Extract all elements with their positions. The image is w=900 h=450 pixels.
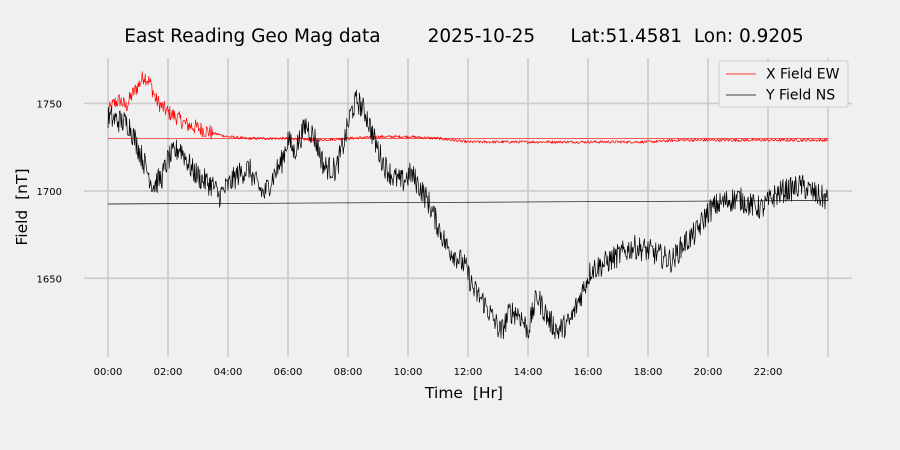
x-axis-label: Time [Hr]	[424, 384, 503, 402]
x-tick-label: 20:00	[694, 367, 723, 378]
legend-label-x-field: X Field EW	[766, 67, 840, 83]
x-tick-label: 06:00	[274, 367, 303, 378]
legend: X Field EW Y Field NS	[718, 60, 849, 108]
series-lines	[107, 71, 829, 340]
baselines	[107, 138, 829, 205]
legend-box	[718, 60, 849, 108]
x-tick-label: 00:00	[94, 367, 123, 378]
legend-label-y-field: Y Field NS	[765, 88, 835, 104]
x-tick-label: 10:00	[394, 367, 423, 378]
x-tick-label: 12:00	[454, 367, 483, 378]
x-tick-label: 18:00	[634, 367, 663, 378]
series-line-x-field	[107, 71, 829, 144]
y-tick-label: 1700	[37, 187, 62, 198]
baseline-line	[107, 200, 829, 205]
x-tick-label: 14:00	[514, 367, 543, 378]
x-tick-label: 02:00	[154, 367, 183, 378]
x-tick-label: 04:00	[214, 367, 243, 378]
chart-title: East Reading Geo Mag data 2025-10-25 Lat…	[124, 26, 803, 47]
x-tick-labels: 00:00 02:00 04:00 06:00 08:00 10:00 12:00 14:00…	[94, 367, 783, 378]
x-tick-label: 22:00	[754, 367, 783, 378]
y-tick-label: 1750	[37, 99, 62, 110]
series-line-y-field	[107, 89, 829, 340]
y-tick-labels: 1650 1700 1750	[37, 99, 62, 285]
x-tick-label: 16:00	[574, 367, 603, 378]
y-axis-label: Field [nT]	[13, 168, 31, 245]
x-tick-label: 08:00	[334, 367, 363, 378]
y-tick-label: 1650	[37, 274, 62, 285]
